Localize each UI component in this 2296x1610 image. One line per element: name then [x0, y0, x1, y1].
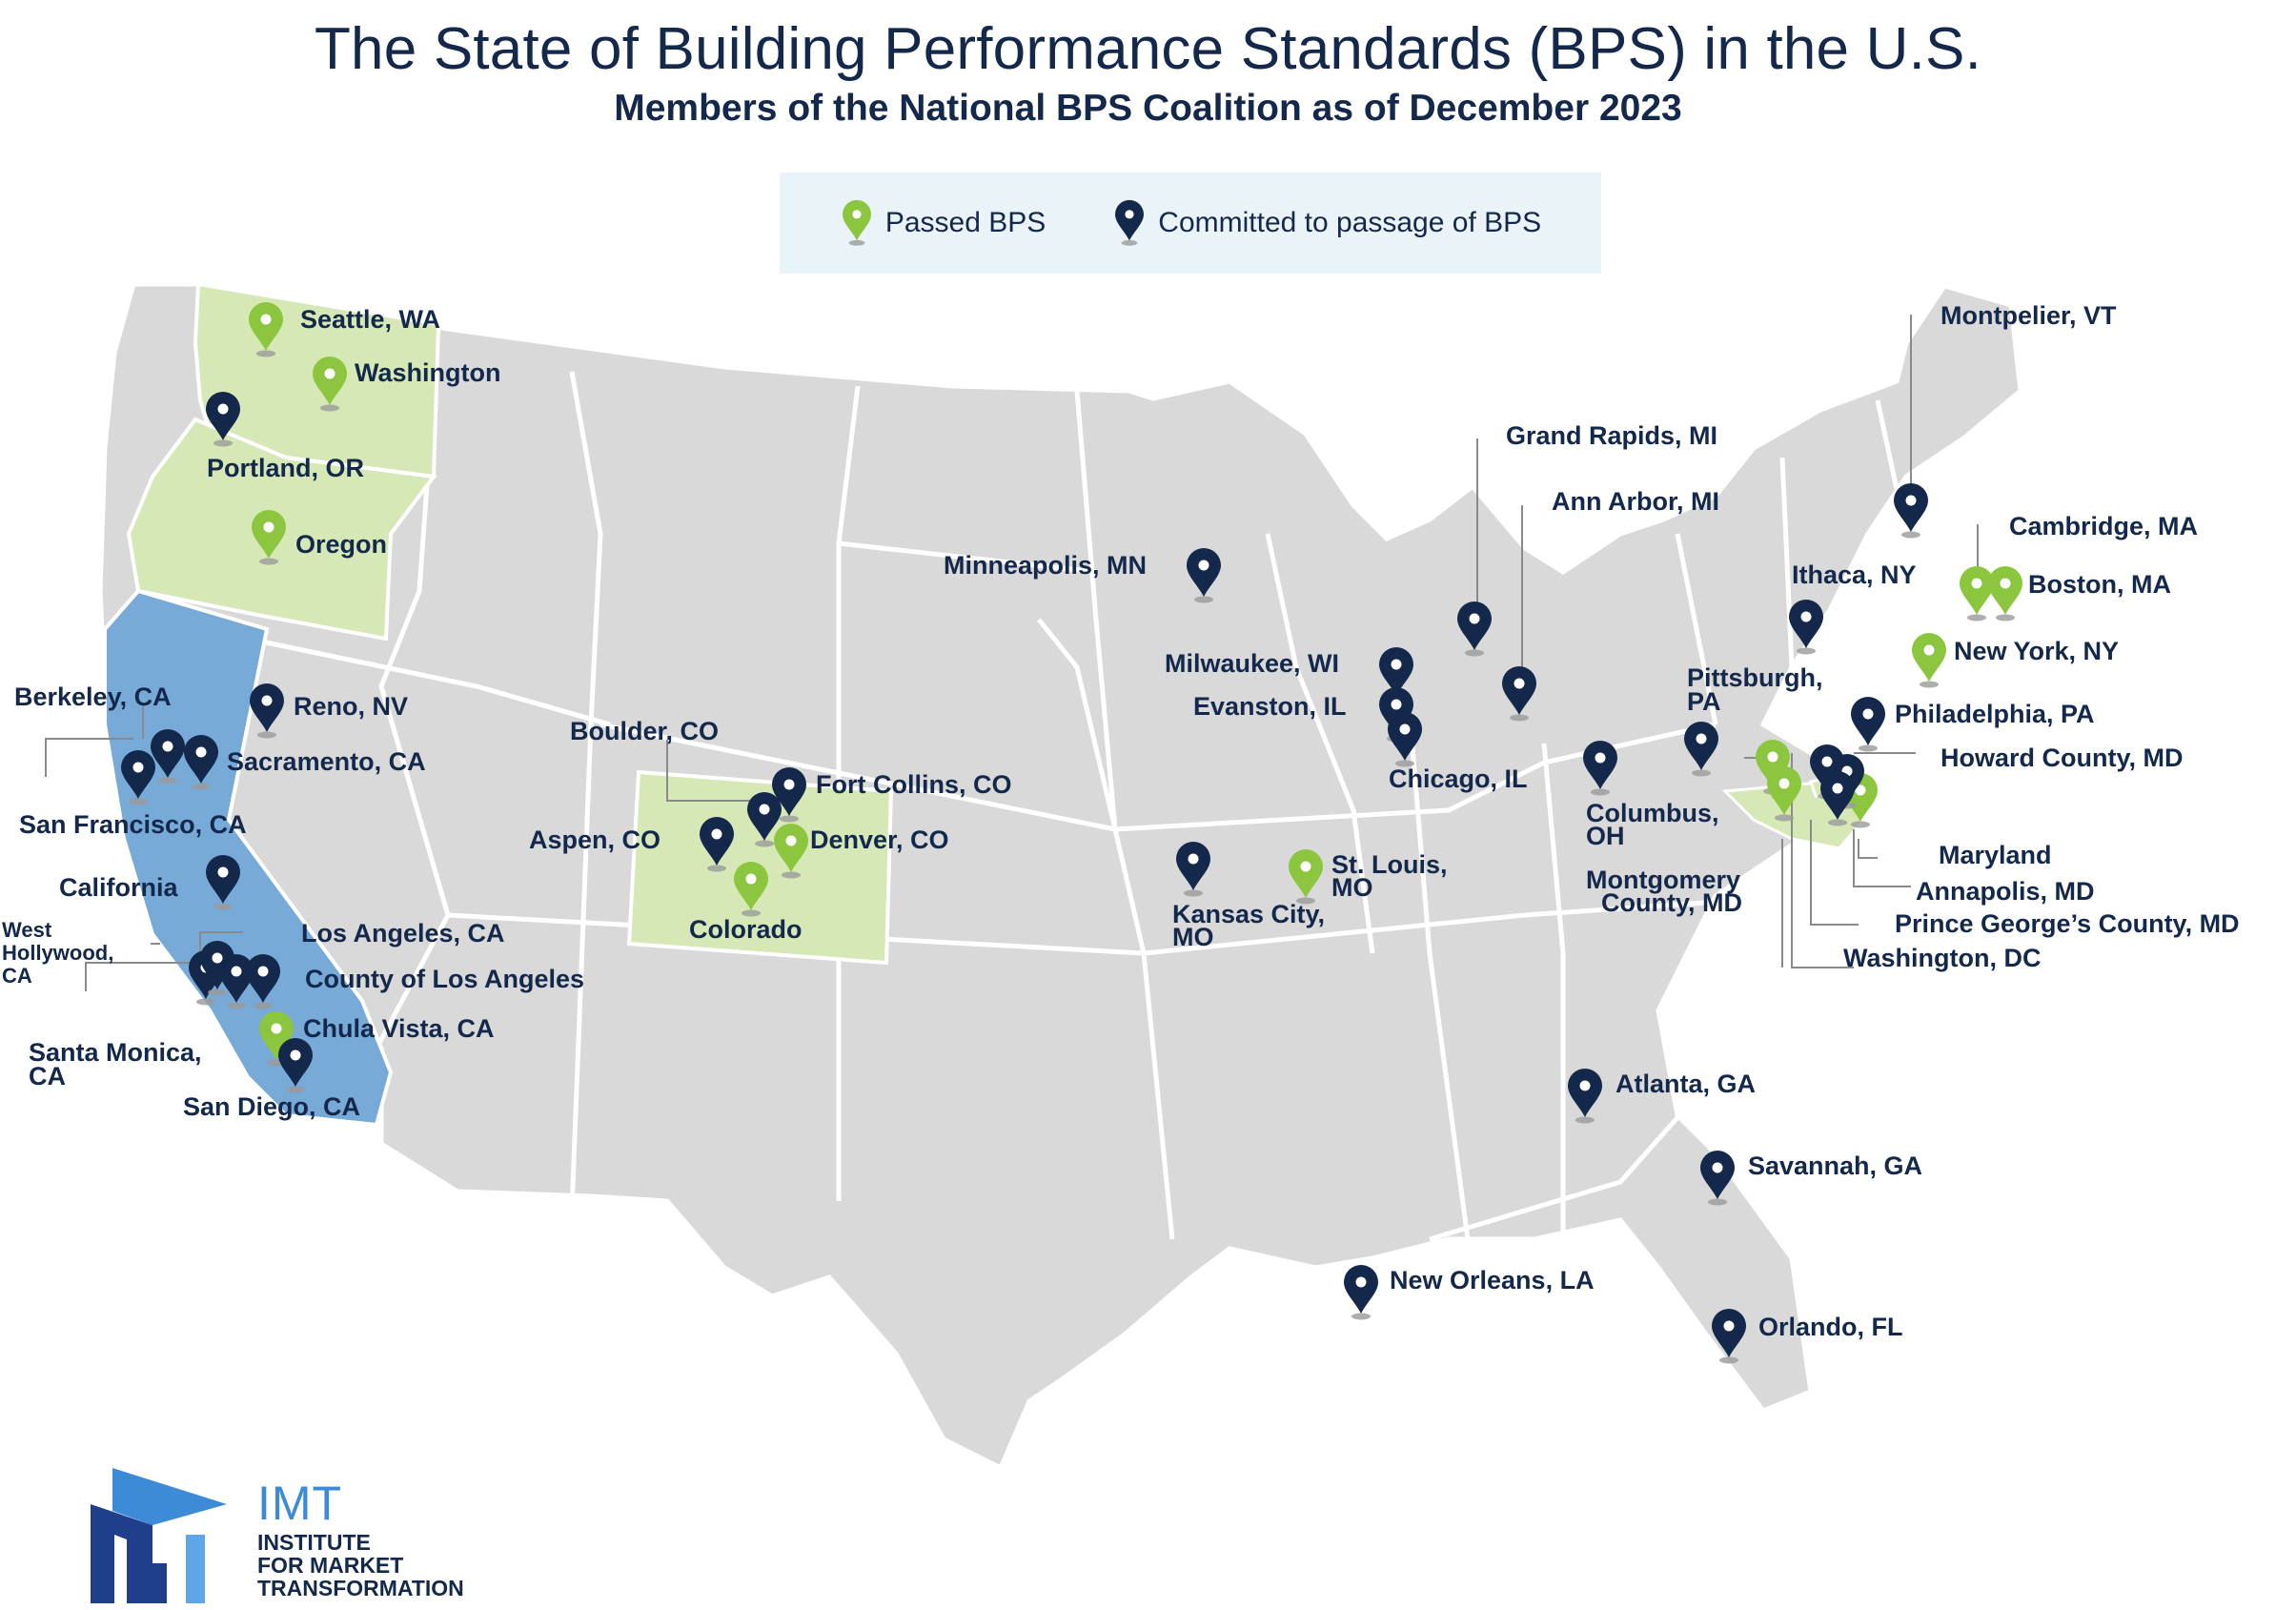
label-kansas-city-1: Kansas City, [1172, 900, 1325, 928]
label-boulder: Boulder, CO [570, 717, 719, 745]
logo-abbr: IMT [257, 1477, 343, 1530]
state-borders [247, 323, 1909, 1242]
california-state [103, 588, 394, 1128]
label-st-louis-1: St. Louis, [1331, 850, 1448, 879]
label-philadelphia: Philadelphia, PA [1895, 700, 2095, 728]
label-cambridge: Cambridge, MA [2009, 512, 2198, 540]
label-county-la: County of Los Angeles [305, 965, 584, 993]
location-labels: Seattle, WA Washington Portland, OR Oreg… [2, 301, 2240, 1341]
label-west-hollywood-2: Hollywood, [2, 941, 113, 965]
label-atlanta: Atlanta, GA [1615, 1070, 1756, 1098]
pin-boston [1988, 566, 2022, 622]
label-columbus-2: OH [1586, 822, 1625, 850]
label-santa-monica-1: Santa Monica, [29, 1038, 202, 1067]
label-west-hollywood-1: West [2, 918, 52, 942]
imt-logo-mark [91, 1468, 227, 1603]
label-montpelier: Montpelier, VT [1940, 301, 2117, 330]
label-chula-vista: Chula Vista, CA [303, 1014, 495, 1043]
label-san-francisco: San Francisco, CA [19, 810, 247, 839]
label-savannah: Savannah, GA [1748, 1151, 1922, 1180]
navy-pin-icon [1115, 199, 1145, 246]
label-maryland: Maryland [1939, 841, 2052, 869]
label-berkeley: Berkeley, CA [14, 683, 172, 711]
label-new-york: New York, NY [1954, 637, 2119, 665]
legend-item-committed: Committed to passage of BPS [1112, 199, 1541, 247]
legend-passed-label: Passed BPS [884, 207, 1046, 238]
label-colorado: Colorado [689, 915, 803, 944]
label-grand-rapids: Grand Rapids, MI [1506, 421, 1717, 450]
page-title: The State of Building Performance Standa… [314, 16, 1982, 82]
label-san-diego: San Diego, CA [183, 1092, 360, 1121]
label-california: California [59, 873, 179, 902]
legend-committed-label: Committed to passage of BPS [1158, 207, 1542, 238]
pin-new-york [1912, 633, 1946, 688]
label-washington-dc: Washington, DC [1843, 944, 2041, 972]
label-reno: Reno, NV [294, 692, 408, 721]
legend-item-passed: Passed BPS [840, 199, 1046, 247]
label-montgomery-2: County, MD [1601, 888, 1742, 917]
label-annapolis: Annapolis, MD [1916, 877, 2095, 906]
label-los-angeles: Los Angeles, CA [301, 919, 505, 948]
label-pittsburgh-2: PA [1687, 687, 1721, 716]
label-pittsburgh-1: Pittsburgh, [1687, 663, 1823, 692]
legend: Passed BPS Committed to passage of BPS [780, 173, 1601, 274]
label-prince-georges: Prince George’s County, MD [1895, 909, 2240, 938]
leader-lines [45, 315, 1979, 991]
label-st-louis-2: MO [1331, 873, 1373, 902]
label-denver: Denver, CO [810, 825, 949, 854]
label-santa-monica-2: CA [29, 1062, 66, 1090]
label-seattle: Seattle, WA [300, 305, 440, 334]
page-subtitle: Members of the National BPS Coalition as… [614, 88, 1682, 129]
label-oregon: Oregon [295, 530, 387, 559]
label-west-hollywood-3: CA [2, 964, 32, 988]
label-columbus-1: Columbus, [1586, 799, 1719, 827]
label-chicago: Chicago, IL [1389, 764, 1528, 793]
label-boston: Boston, MA [2028, 570, 2171, 599]
label-ann-arbor: Ann Arbor, MI [1552, 487, 1719, 516]
pin-montpelier [1894, 483, 1928, 539]
green-pin-icon [842, 199, 871, 246]
label-orlando: Orlando, FL [1758, 1313, 1903, 1341]
pin-philadelphia [1851, 697, 1885, 752]
label-minneapolis: Minneapolis, MN [944, 551, 1147, 580]
label-new-orleans: New Orleans, LA [1390, 1266, 1595, 1294]
label-kansas-city-2: MO [1172, 923, 1214, 951]
label-ithaca: Ithaca, NY [1792, 560, 1917, 589]
label-portland: Portland, OR [207, 454, 364, 482]
label-milwaukee: Milwaukee, WI [1165, 649, 1339, 678]
pin-new-orleans [1344, 1265, 1378, 1320]
logo-line-3: TRANSFORMATION [257, 1576, 464, 1600]
label-howard-county: Howard County, MD [1940, 744, 2183, 772]
label-sacramento: Sacramento, CA [227, 747, 426, 776]
logo-line-1: INSTITUTE [257, 1530, 371, 1555]
label-fort-collins: Fort Collins, CO [816, 770, 1012, 799]
label-washington: Washington [355, 358, 500, 387]
pin-cambridge [1960, 566, 1994, 622]
label-aspen: Aspen, CO [529, 825, 660, 854]
label-montgomery-1: Montgomery [1586, 866, 1740, 894]
label-evanston: Evanston, IL [1193, 692, 1347, 721]
logo-line-2: FOR MARKET [257, 1553, 404, 1578]
